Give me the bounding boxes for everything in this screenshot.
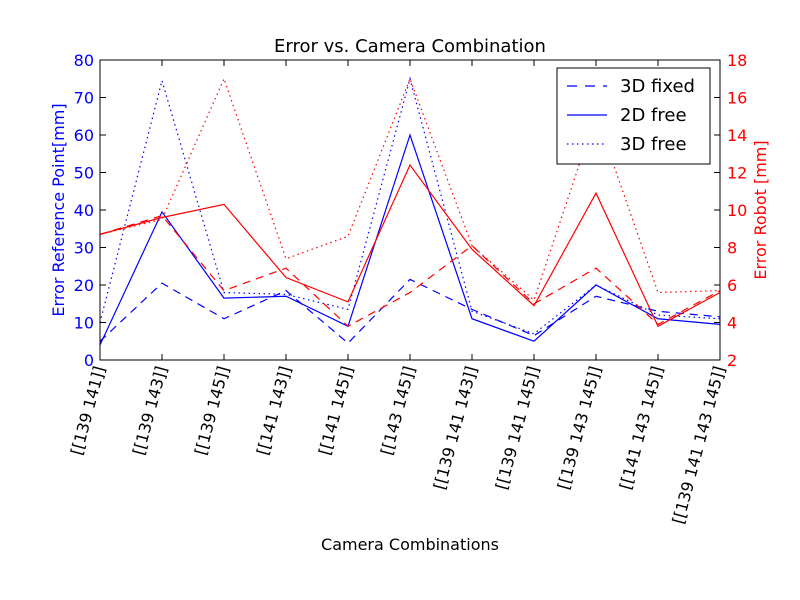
y-tick-label-right: 14 <box>727 126 747 145</box>
x-tick-label: [[139 141]] <box>67 364 109 457</box>
y-tick-label-left: 40 <box>74 201 94 220</box>
y-tick-label-right: 2 <box>727 351 737 370</box>
legend-label: 3D fixed <box>620 76 695 97</box>
series-line-2d-free <box>99 133 721 346</box>
x-tick-label: [[141 143 145]] <box>616 364 667 491</box>
x-tick-label: [[139 141 145]] <box>492 364 543 491</box>
y-tick-label-right: 8 <box>727 239 737 258</box>
y-tick-label-left: 10 <box>74 314 94 333</box>
x-axis-label: Camera Combinations <box>321 535 499 554</box>
y-tick-label-left: 50 <box>74 164 94 183</box>
chart-title: Error vs. Camera Combination <box>274 36 546 57</box>
y-tick-label-right: 6 <box>727 276 737 295</box>
series-line-right-axis-solid <box>99 163 721 328</box>
y-tick-label-right: 12 <box>727 164 747 183</box>
y-tick-label-left: 60 <box>74 126 94 145</box>
series-line-right-axis-dashed <box>99 214 721 327</box>
legend-box <box>556 67 711 165</box>
x-tick-label: [[139 145]] <box>191 364 233 457</box>
legend: 3D fixed 2D free 3D free <box>556 67 711 165</box>
plot-frame <box>99 59 721 361</box>
y-tick-label-right: 10 <box>727 201 747 220</box>
x-tick-label: [[143 145]] <box>377 364 419 457</box>
y-tick-label-left: 70 <box>74 89 94 108</box>
x-tick-label: [[141 143]] <box>253 364 295 457</box>
legend-label: 2D free <box>620 105 687 126</box>
y-tick-label-left: 20 <box>74 276 94 295</box>
series-line-3d-fixed <box>99 278 721 344</box>
legend-label: 3D free <box>620 134 687 155</box>
y-axis-label-right: Error Robot [mm] <box>751 140 770 279</box>
y-tick-label-left: 30 <box>74 239 94 258</box>
y-tick-label-right: 18 <box>727 51 747 70</box>
x-tick-label: [[139 141 143 145]] <box>668 364 728 526</box>
y-tick-label-right: 16 <box>727 89 747 108</box>
series-line-3d-free <box>99 76 721 335</box>
x-tick-label: [[139 143 145]] <box>554 364 605 491</box>
series-line-right-axis-dotted <box>99 77 721 302</box>
x-tick-label: [[139 143]] <box>129 364 171 457</box>
y-tick-label-right: 4 <box>727 314 737 333</box>
y-tick-label-left: 0 <box>84 351 94 370</box>
y-tick-label-left: 80 <box>74 51 94 70</box>
y-axis-label-left: Error Reference Point[mm] <box>49 103 68 316</box>
x-tick-label: [[139 141 143]] <box>430 364 481 491</box>
x-tick-label: [[141 145]] <box>315 364 357 457</box>
series-layer <box>99 76 721 346</box>
